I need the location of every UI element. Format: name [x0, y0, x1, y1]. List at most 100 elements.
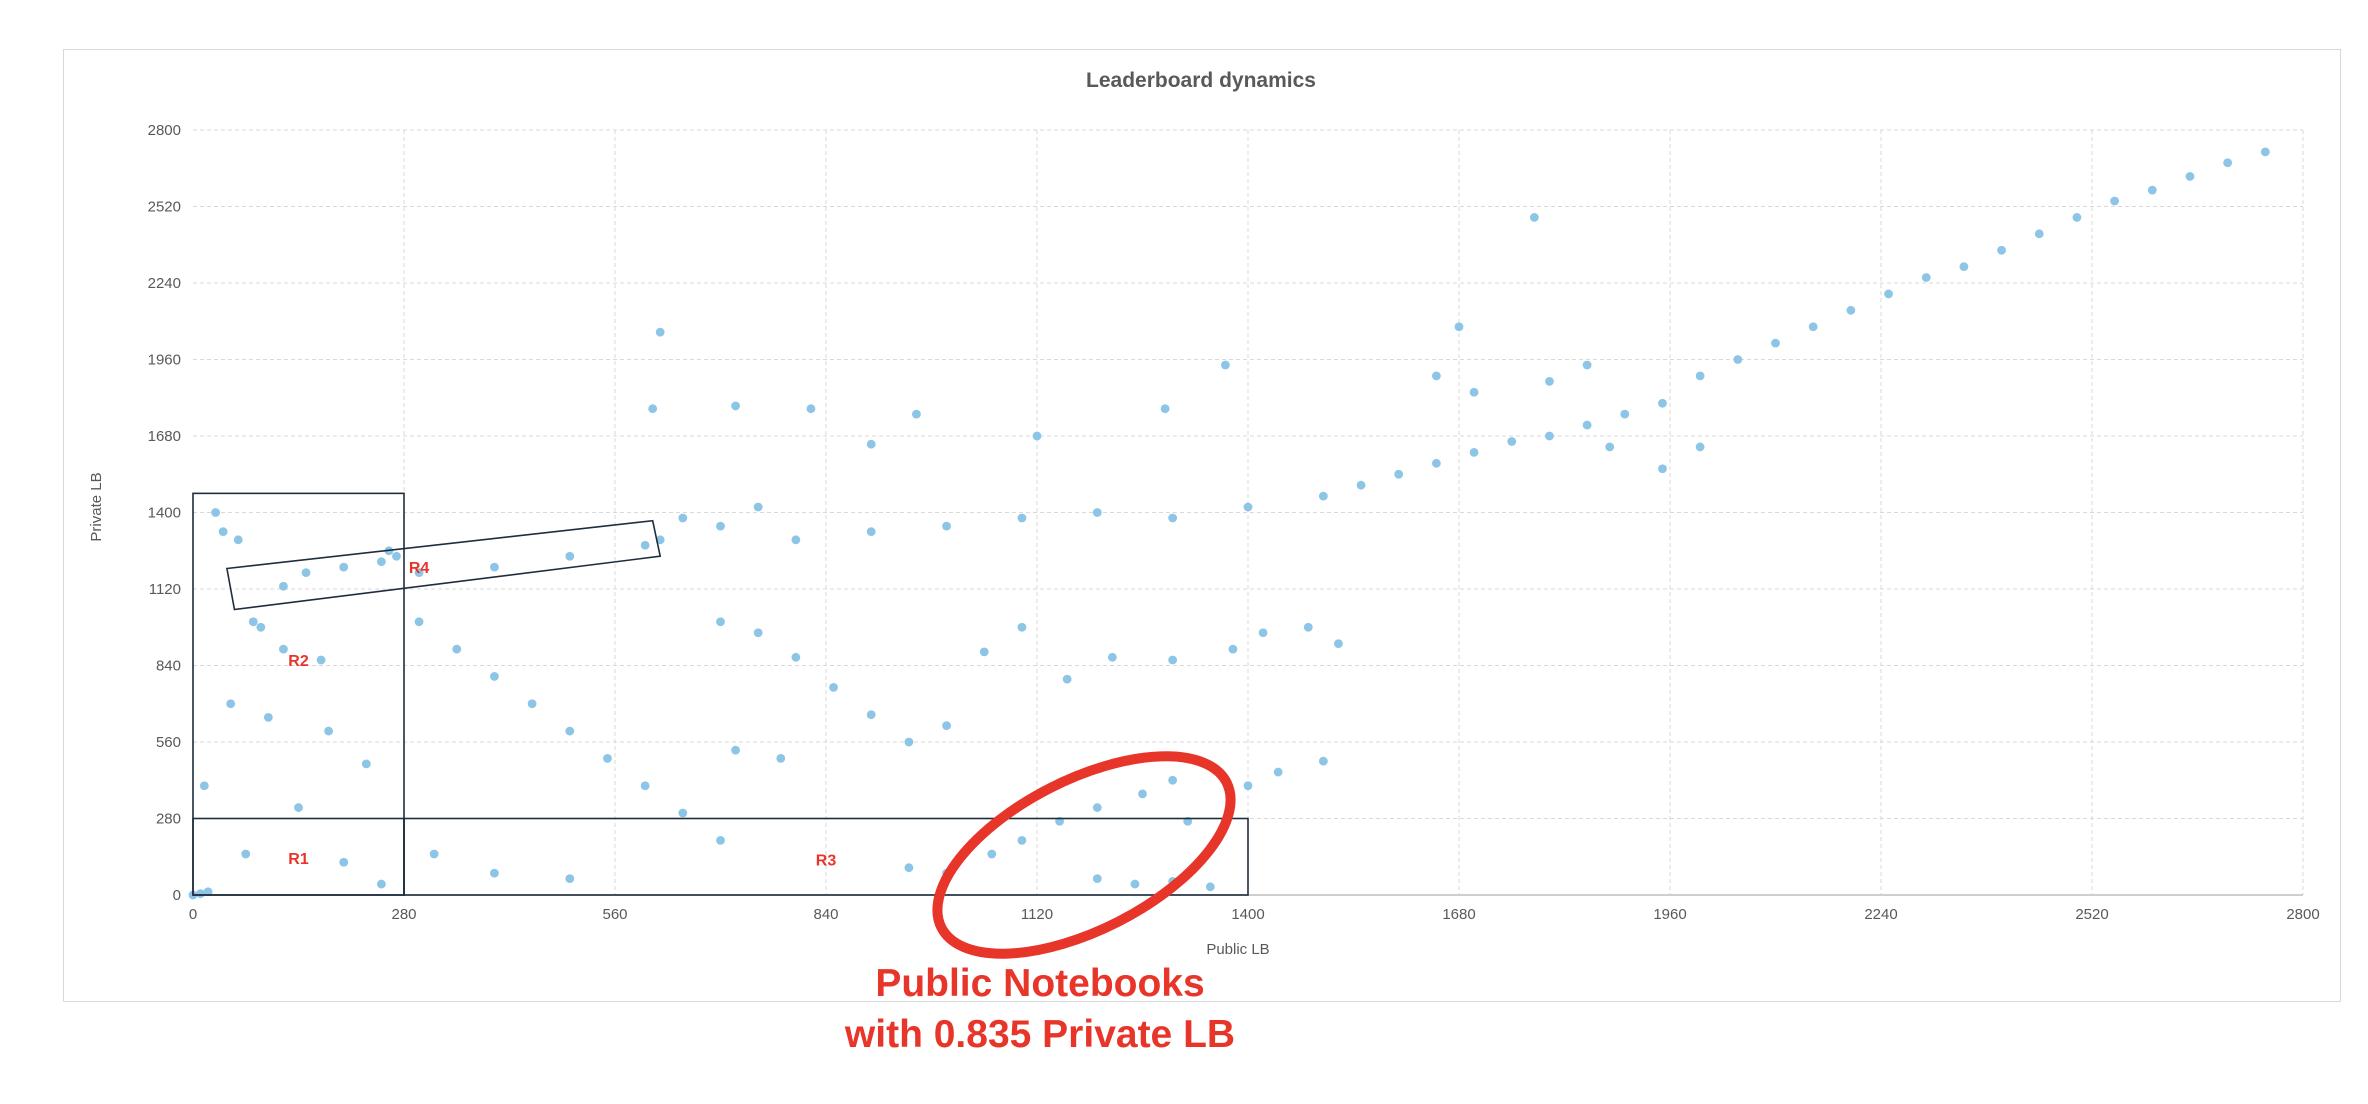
data-point — [527, 699, 537, 709]
x-tick-label: 840 — [813, 906, 838, 923]
data-point — [2072, 213, 2082, 222]
data-point — [490, 672, 499, 681]
data-point — [316, 655, 326, 665]
data-point — [731, 745, 740, 755]
data-point — [218, 527, 228, 537]
data-point — [324, 726, 334, 736]
data-point — [1529, 213, 1539, 222]
data-point — [248, 617, 258, 627]
data-point — [301, 568, 311, 578]
data-point — [716, 835, 725, 845]
data-point — [791, 535, 801, 545]
y-tick-label: 2520 — [148, 199, 181, 216]
data-point — [361, 759, 371, 769]
data-points — [188, 147, 2270, 900]
data-point — [1318, 756, 1328, 766]
data-point — [1695, 442, 1705, 452]
data-point — [1168, 655, 1178, 665]
data-point — [490, 562, 499, 572]
data-point — [1733, 355, 1743, 364]
region-labels: R1 R2 R3 R4 — [288, 560, 836, 869]
x-axis-title: Public LB — [1206, 941, 1269, 958]
data-point — [233, 535, 243, 545]
data-point — [263, 713, 273, 722]
data-point — [429, 849, 439, 859]
data-point — [1582, 420, 1592, 430]
data-point — [904, 737, 914, 747]
data-point — [678, 808, 688, 818]
data-point — [1431, 458, 1441, 468]
data-point — [1921, 273, 1931, 282]
data-point — [942, 521, 951, 531]
data-point — [339, 562, 349, 572]
data-point — [1220, 360, 1230, 370]
y-tick-label: 560 — [156, 734, 181, 751]
data-point — [866, 527, 876, 537]
data-point — [1092, 874, 1102, 884]
data-point — [1658, 398, 1667, 408]
y-tick-label: 1120 — [149, 581, 181, 598]
data-point — [1092, 803, 1102, 812]
data-point — [1469, 447, 1479, 457]
region-boxes — [192, 492, 1249, 896]
data-point — [716, 521, 725, 531]
data-point — [2260, 147, 2270, 157]
data-point — [1545, 431, 1554, 441]
data-point — [1017, 513, 1027, 523]
scatter-chart: Leaderboard dynamics 0 280 560 840 1120 1400 1… — [88, 69, 2320, 959]
data-point — [1959, 262, 1969, 272]
data-point — [392, 551, 401, 561]
data-point — [226, 699, 236, 709]
callout-annotation: Public Notebooks with 0.835 Private LB — [780, 958, 1300, 1060]
x-tick-label: 2240 — [1864, 906, 1897, 923]
data-point — [731, 401, 740, 411]
data-point — [987, 849, 997, 859]
data-point — [1394, 469, 1404, 479]
x-tick-label: 1960 — [1653, 906, 1686, 923]
data-point — [1138, 789, 1147, 799]
data-point — [1454, 322, 1464, 332]
data-point — [1205, 882, 1215, 892]
data-point — [279, 581, 288, 591]
region-box-r3 — [403, 817, 1249, 896]
data-point — [1620, 409, 1630, 419]
data-point — [776, 753, 786, 763]
data-point — [1243, 781, 1253, 791]
data-point — [1160, 404, 1170, 414]
x-tick-label: 1400 — [1231, 906, 1264, 923]
data-point — [565, 726, 575, 736]
callout-ellipse — [932, 751, 1236, 959]
x-tick-label: 560 — [602, 906, 627, 923]
data-point — [1431, 371, 1441, 381]
data-point — [1130, 879, 1140, 889]
data-point — [791, 652, 801, 662]
data-point — [565, 874, 575, 884]
data-point — [1017, 835, 1027, 845]
data-point — [716, 617, 725, 627]
data-point — [1017, 622, 1027, 632]
data-point — [1258, 628, 1268, 638]
region-box-r4 — [225, 519, 662, 611]
callout-line-1: Public Notebooks — [875, 962, 1205, 1005]
x-tick-label: 2520 — [2075, 906, 2108, 923]
x-tick-label: 2800 — [2286, 906, 2319, 923]
data-point — [199, 781, 209, 791]
data-point — [979, 647, 989, 657]
y-tick-label: 2800 — [148, 122, 181, 139]
data-point — [2110, 196, 2120, 206]
data-point — [640, 540, 650, 550]
data-point — [904, 863, 914, 873]
data-point — [655, 327, 665, 337]
data-point — [414, 617, 424, 627]
y-tick-label: 1960 — [148, 352, 181, 369]
callout-line-2: with 0.835 Private LB — [844, 1013, 1236, 1056]
data-point — [1228, 644, 1238, 654]
data-point — [1092, 508, 1102, 517]
data-point — [1032, 431, 1042, 441]
data-point — [1107, 652, 1117, 662]
region-label-r1: R1 — [288, 851, 309, 868]
region-label-r4: R4 — [409, 560, 430, 577]
y-tick-label: 280 — [156, 811, 181, 828]
data-point — [1507, 437, 1517, 446]
data-point — [912, 409, 921, 419]
